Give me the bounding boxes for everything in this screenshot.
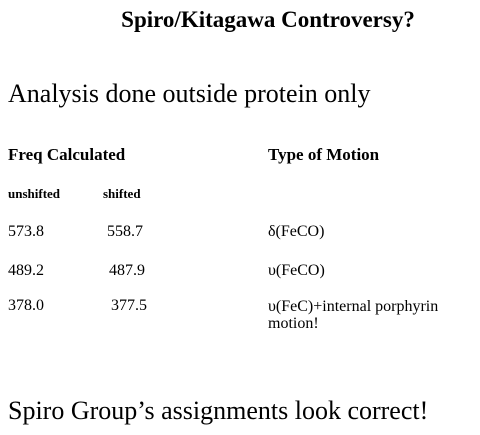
- cell: 378.0: [8, 297, 44, 314]
- cell: υ(FeCO): [268, 262, 325, 279]
- cell: δ(FeCO): [268, 223, 325, 240]
- cell: 489.2: [8, 262, 44, 279]
- cell: υ(FeC)+internal porphyrin motion!: [268, 298, 439, 332]
- cell: 377.5: [111, 297, 147, 314]
- sub-header: unshifted: [8, 186, 61, 201]
- cell: 573.8: [8, 223, 44, 240]
- column-header: Freq Calculated: [8, 145, 126, 164]
- subtitle: Analysis done outside protein only: [8, 79, 371, 108]
- title: Spiro/Kitagawa Controversy?: [121, 7, 415, 32]
- cell: 487.9: [109, 262, 145, 279]
- conclusion: Spiro Group’s assignments look correct!: [8, 396, 429, 425]
- cell: 558.7: [107, 223, 143, 240]
- column-header: Type of Motion: [268, 145, 380, 164]
- sub-header: shifted: [103, 186, 141, 201]
